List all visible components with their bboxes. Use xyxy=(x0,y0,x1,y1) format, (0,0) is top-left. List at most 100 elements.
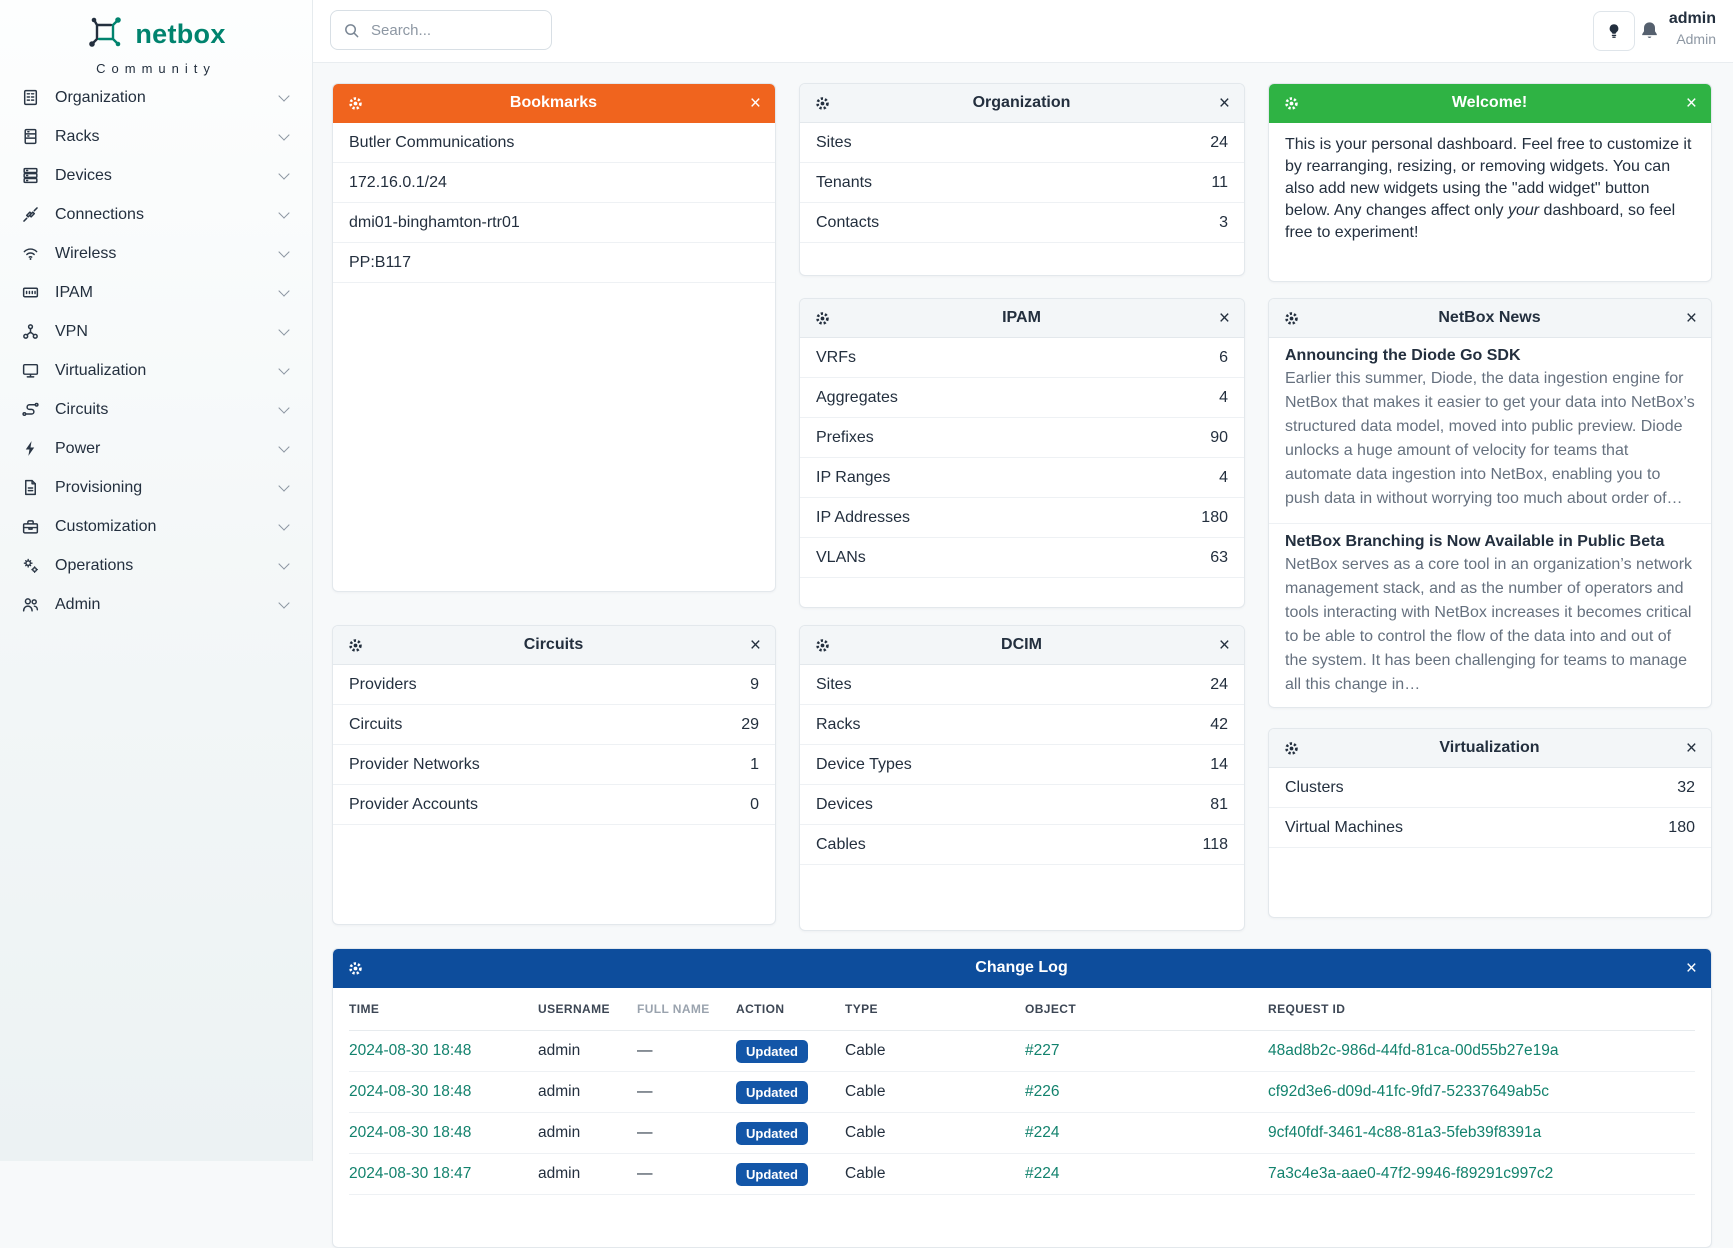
stat-row: Device Types 14 xyxy=(800,745,1244,785)
news-headline[interactable]: Announcing the Diode Go SDK xyxy=(1285,347,1521,364)
sidebar-item-operations[interactable]: Operations xyxy=(0,546,312,585)
stat-label[interactable]: Virtual Machines xyxy=(1285,818,1403,836)
sidebar-item-connections[interactable]: Connections xyxy=(0,195,312,234)
stat-label[interactable]: Circuits xyxy=(349,715,403,733)
request-id-link[interactable]: 48ad8b2c-986d-44fd-81ca-00d55b27e19a xyxy=(1268,1042,1559,1059)
user-name: admin xyxy=(1668,10,1716,27)
sidebar-item-power[interactable]: Power xyxy=(0,429,312,468)
sidebar-item-label: Wireless xyxy=(55,244,117,262)
sidebar-item-provisioning[interactable]: Provisioning xyxy=(0,468,312,507)
close-icon[interactable]: × xyxy=(1218,634,1230,656)
time-link[interactable]: 2024-08-30 18:48 xyxy=(349,1042,472,1059)
bookmark-item[interactable]: dmi01-binghamton-rtr01 xyxy=(333,203,775,243)
gear-icon[interactable] xyxy=(347,960,364,977)
sidebar-item-ipam[interactable]: IPAM xyxy=(0,273,312,312)
gear-icon[interactable] xyxy=(1283,740,1300,757)
chevron-down-icon xyxy=(278,206,290,219)
stat-label[interactable]: Racks xyxy=(816,715,861,733)
sidebar-item-virtualization[interactable]: Virtualization xyxy=(0,351,312,390)
close-icon[interactable]: × xyxy=(749,634,761,656)
object-link[interactable]: #226 xyxy=(1025,1083,1060,1100)
stat-label[interactable]: Sites xyxy=(816,675,852,693)
object-link[interactable]: #224 xyxy=(1025,1165,1060,1182)
stat-label[interactable]: IP Ranges xyxy=(816,468,891,486)
chevron-down-icon xyxy=(278,401,290,414)
stat-label[interactable]: Providers xyxy=(349,675,417,693)
sidebar: netbox Community Organization Racks Devi… xyxy=(0,0,313,1161)
news-item: Announcing the Diode Go SDK Earlier this… xyxy=(1269,338,1711,524)
close-icon[interactable]: × xyxy=(1218,92,1230,114)
theme-toggle-button[interactable] xyxy=(1593,11,1635,51)
gear-icon[interactable] xyxy=(814,310,831,327)
stat-label[interactable]: Contacts xyxy=(816,213,880,231)
request-id-link[interactable]: 7a3c4e3a-aae0-47f2-9946-f89291c997c2 xyxy=(1268,1165,1554,1182)
time-link[interactable]: 2024-08-30 18:48 xyxy=(349,1083,472,1100)
time-link[interactable]: 2024-08-30 18:48 xyxy=(349,1124,472,1141)
stat-label[interactable]: Clusters xyxy=(1285,778,1344,796)
stat-label[interactable]: Aggregates xyxy=(816,388,898,406)
sidebar-item-label: Racks xyxy=(55,127,100,145)
brand[interactable]: netbox xyxy=(0,0,312,56)
bookmark-item[interactable]: 172.16.0.1/24 xyxy=(333,163,775,203)
stat-label[interactable]: VRFs xyxy=(816,348,856,366)
object-link[interactable]: #227 xyxy=(1025,1042,1060,1059)
username: admin xyxy=(538,1165,581,1182)
close-icon[interactable]: × xyxy=(749,92,761,114)
gear-icon[interactable] xyxy=(1283,310,1300,327)
sidebar-item-racks[interactable]: Racks xyxy=(0,117,312,156)
request-id-link[interactable]: cf92d3e6-d09d-41fc-9fd7-52337649ab5c xyxy=(1268,1083,1549,1100)
stat-row: VLANs 63 xyxy=(800,538,1244,578)
close-icon[interactable]: × xyxy=(1218,307,1230,329)
bookmarks-widget: Bookmarks × Butler Communications 172.16… xyxy=(332,83,776,592)
changelog-table: TIME USERNAME FULL NAME ACTION TYPE OBJE… xyxy=(333,988,1711,1195)
username: admin xyxy=(538,1124,581,1141)
chevron-down-icon xyxy=(278,362,290,375)
bookmark-item[interactable]: Butler Communications xyxy=(333,123,775,163)
sidebar-item-label: Power xyxy=(55,439,101,457)
full-name: — xyxy=(637,1042,653,1059)
sidebar-item-customization[interactable]: Customization xyxy=(0,507,312,546)
stat-label[interactable]: Device Types xyxy=(816,755,912,773)
stat-label[interactable]: Provider Networks xyxy=(349,755,480,773)
stat-value: 32 xyxy=(1677,778,1695,796)
request-id-link[interactable]: 9cf40fdf-3461-4c88-81a3-5feb39f8391a xyxy=(1268,1124,1542,1141)
search-input[interactable] xyxy=(369,20,539,40)
stat-label[interactable]: Tenants xyxy=(816,173,873,191)
sidebar-item-devices[interactable]: Devices xyxy=(0,156,312,195)
news-headline[interactable]: NetBox Branching is Now Available in Pub… xyxy=(1285,533,1665,550)
close-icon[interactable]: × xyxy=(1685,307,1697,329)
user-menu[interactable]: admin Admin xyxy=(1669,9,1716,48)
close-icon[interactable]: × xyxy=(1685,737,1697,759)
stat-value: 180 xyxy=(1668,818,1695,836)
stat-row: Clusters 32 xyxy=(1269,768,1711,808)
sidebar-item-circuits[interactable]: Circuits xyxy=(0,390,312,429)
close-icon[interactable]: × xyxy=(1685,957,1697,979)
sidebar-item-label: Circuits xyxy=(55,400,109,418)
sidebar-item-label: Provisioning xyxy=(55,478,143,496)
gear-icon[interactable] xyxy=(347,95,364,112)
gear-icon[interactable] xyxy=(347,637,364,654)
time-link[interactable]: 2024-08-30 18:47 xyxy=(349,1165,472,1182)
stat-label[interactable]: VLANs xyxy=(816,548,866,566)
stat-label[interactable]: IP Addresses xyxy=(816,508,910,526)
object-link[interactable]: #224 xyxy=(1025,1124,1060,1141)
sidebar-item-wireless[interactable]: Wireless xyxy=(0,234,312,273)
stat-label[interactable]: Provider Accounts xyxy=(349,795,478,813)
gear-icon[interactable] xyxy=(814,95,831,112)
sidebar-item-admin[interactable]: Admin xyxy=(0,585,312,624)
stat-label[interactable]: Cables xyxy=(816,835,866,853)
gear-icon[interactable] xyxy=(1283,95,1300,112)
changelog-widget: Change Log × TIME USERNAME FULL NAME ACT… xyxy=(332,948,1712,1248)
stat-label[interactable]: Devices xyxy=(816,795,873,813)
bookmark-item[interactable]: PP:B117 xyxy=(333,243,775,283)
full-name: — xyxy=(637,1083,653,1100)
gear-icon[interactable] xyxy=(814,637,831,654)
action-cell: Updated xyxy=(736,1121,845,1145)
search-icon xyxy=(345,23,359,37)
stat-label[interactable]: Sites xyxy=(816,133,852,151)
stat-label[interactable]: Prefixes xyxy=(816,428,874,446)
notifications-button[interactable] xyxy=(1638,19,1661,47)
sidebar-item-organization[interactable]: Organization xyxy=(0,78,312,117)
close-icon[interactable]: × xyxy=(1685,92,1697,114)
sidebar-item-vpn[interactable]: VPN xyxy=(0,312,312,351)
